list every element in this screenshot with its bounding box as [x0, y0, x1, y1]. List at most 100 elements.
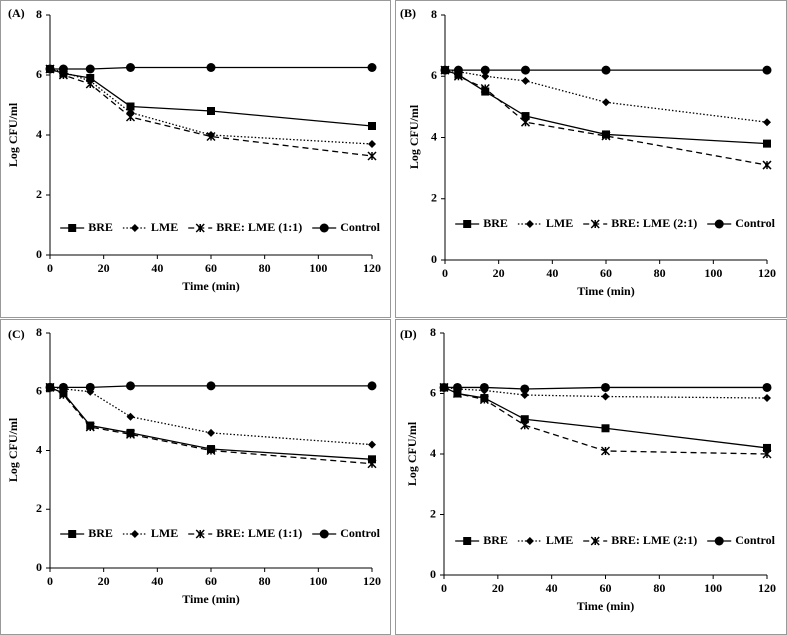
- y-tick-label: 4: [36, 442, 42, 456]
- marker: [762, 382, 772, 392]
- marker: [601, 382, 610, 392]
- y-tick-label: 2: [36, 187, 42, 201]
- legend-label: BRE: LME (1:1): [216, 220, 302, 234]
- x-tick-label: 20: [492, 581, 504, 595]
- marker: [206, 445, 216, 456]
- marker: [762, 160, 772, 170]
- legend-marker: [195, 529, 205, 539]
- y-tick-label: 0: [431, 252, 437, 266]
- marker: [368, 122, 376, 130]
- x-tick-label: 80: [259, 574, 271, 588]
- y-tick-label: 8: [431, 7, 437, 21]
- marker: [763, 394, 771, 403]
- marker: [85, 79, 95, 89]
- marker: [521, 65, 530, 75]
- marker: [481, 72, 490, 81]
- panel-label: (C): [8, 327, 25, 341]
- legend-label: LME: [151, 526, 178, 540]
- x-tick-label: 80: [259, 261, 271, 275]
- panel-label: (D): [400, 327, 417, 341]
- marker: [85, 64, 95, 74]
- x-tick-label: 20: [493, 266, 505, 280]
- y-axis-label: Log CFU/ml: [6, 102, 20, 167]
- panel-frame: [0, 319, 391, 635]
- panel-frame: [395, 0, 787, 318]
- marker: [479, 395, 489, 405]
- legend-label: BRE: [88, 526, 113, 540]
- marker: [763, 118, 771, 127]
- legend-label: BRE: [483, 533, 508, 547]
- marker: [207, 428, 215, 437]
- y-tick-label: 6: [36, 384, 42, 398]
- marker: [126, 63, 135, 72]
- legend-marker: [714, 219, 724, 229]
- y-tick-label: 8: [430, 325, 436, 339]
- x-axis-label: Time (min): [577, 284, 634, 298]
- marker: [600, 446, 611, 456]
- x-tick-label: 0: [47, 574, 53, 588]
- y-tick-label: 0: [430, 567, 436, 581]
- marker: [126, 102, 135, 111]
- y-tick-label: 4: [431, 129, 437, 143]
- legend-label: BRE: [483, 216, 508, 230]
- marker: [206, 131, 216, 142]
- series-line: [444, 69, 768, 166]
- x-tick-label: 80: [653, 581, 665, 595]
- x-tick-label: 60: [600, 266, 612, 280]
- marker: [520, 384, 530, 394]
- legend-label: BRE: LME (2:1): [611, 533, 697, 547]
- legend-marker: [319, 223, 329, 233]
- marker: [207, 107, 215, 115]
- marker: [206, 63, 216, 72]
- series-line: [49, 68, 373, 157]
- x-tick-label: 60: [205, 261, 217, 275]
- x-tick-label: 20: [98, 261, 110, 275]
- x-axis-label: Time (min): [577, 599, 634, 613]
- legend-marker: [463, 537, 472, 545]
- marker: [58, 64, 68, 74]
- y-tick-label: 8: [36, 7, 42, 21]
- marker: [601, 65, 611, 75]
- legend-label: BRE: [88, 220, 113, 234]
- marker: [762, 449, 772, 459]
- marker: [125, 112, 136, 122]
- x-axis-label: Time (min): [182, 279, 239, 293]
- panel-frame: [395, 319, 787, 635]
- panel-label: (B): [400, 6, 416, 20]
- y-tick-label: 4: [36, 127, 42, 141]
- marker: [602, 98, 610, 107]
- marker: [206, 381, 216, 391]
- x-tick-label: 0: [47, 261, 53, 275]
- marker: [762, 65, 772, 75]
- x-tick-label: 100: [704, 581, 722, 595]
- marker: [368, 455, 376, 464]
- y-tick-label: 4: [430, 446, 436, 460]
- legend-marker: [590, 536, 600, 546]
- legend-marker: [590, 219, 600, 229]
- legend-marker: [68, 530, 77, 538]
- legend-marker: [130, 224, 139, 232]
- marker: [125, 429, 136, 439]
- legend-marker: [319, 529, 329, 539]
- legend-label: Control: [735, 533, 775, 547]
- panel-label: (A): [8, 6, 25, 20]
- marker: [601, 424, 610, 433]
- marker: [479, 382, 489, 392]
- x-tick-label: 60: [205, 574, 217, 588]
- legend-label: Control: [340, 220, 380, 234]
- legend-marker: [68, 224, 77, 232]
- marker: [367, 459, 377, 469]
- marker: [367, 63, 377, 72]
- legend-label: BRE: LME (2:1): [611, 216, 697, 230]
- legend-marker: [130, 530, 139, 538]
- legend-marker: [525, 537, 534, 545]
- marker: [763, 139, 771, 148]
- x-tick-label: 40: [151, 261, 163, 275]
- x-tick-label: 40: [546, 581, 558, 595]
- y-tick-label: 6: [36, 67, 42, 81]
- legend-marker: [195, 223, 205, 233]
- legend-label: LME: [546, 533, 573, 547]
- marker: [520, 117, 531, 127]
- legend-marker: [463, 220, 472, 228]
- y-tick-label: 2: [430, 506, 436, 520]
